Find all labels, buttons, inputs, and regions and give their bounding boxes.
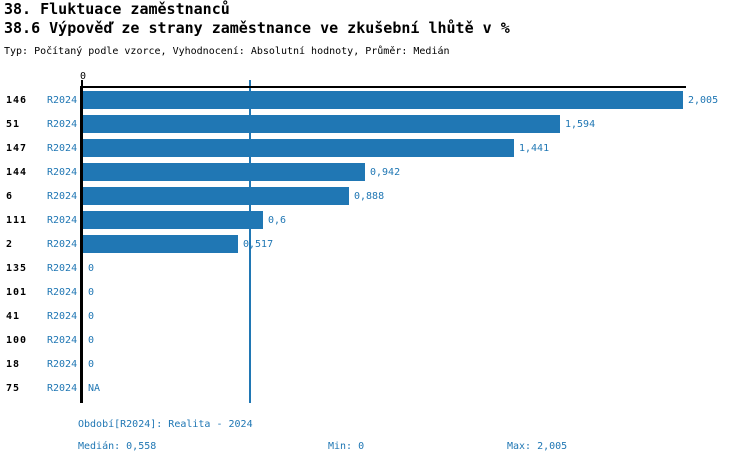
row-period-label: R2024	[47, 383, 78, 394]
bar-value-label: 0	[88, 335, 95, 346]
row-period-label: R2024	[47, 167, 78, 178]
row-id-label: 135	[6, 263, 28, 274]
row-period-label: R2024	[47, 359, 78, 370]
row-period-label: R2024	[47, 335, 78, 346]
row-period-label: R2024	[47, 143, 78, 154]
bar-value-label: 2,005	[688, 95, 719, 106]
bar	[83, 211, 263, 229]
row-period-label: R2024	[47, 287, 78, 298]
page-subtitle: 38.6 Výpověď ze strany zaměstnance ve zk…	[4, 19, 510, 37]
footer-median-label: Medián: 0,558	[78, 441, 157, 452]
bar-value-label: 0	[88, 359, 95, 370]
bar-value-label: 0,942	[370, 167, 401, 178]
bar-value-label: 0,6	[268, 215, 287, 226]
bar	[83, 139, 514, 157]
row-period-label: R2024	[47, 263, 78, 274]
median-reference-line	[249, 80, 251, 403]
x-axis-line	[80, 86, 686, 88]
page-title: 38. Fluktuace zaměstnanců	[4, 0, 230, 18]
footer-period-label: Období[R2024]: Realita - 2024	[78, 419, 253, 430]
bar-value-label: 1,441	[519, 143, 550, 154]
row-id-label: 147	[6, 143, 28, 154]
bar	[83, 187, 349, 205]
row-period-label: R2024	[47, 311, 78, 322]
bar-value-label: 0,888	[354, 191, 385, 202]
row-id-label: 2	[6, 239, 14, 250]
row-id-label: 111	[6, 215, 28, 226]
row-period-label: R2024	[47, 191, 78, 202]
x-axis-zero-tick-label: 0	[79, 71, 87, 82]
bar-value-label: 1,594	[565, 119, 596, 130]
bar-value-label: NA	[88, 383, 101, 394]
row-id-label: 146	[6, 95, 28, 106]
x-axis-zero-tick-mark	[81, 80, 83, 86]
bar	[83, 235, 238, 253]
row-id-label: 100	[6, 335, 28, 346]
row-id-label: 144	[6, 167, 28, 178]
row-id-label: 51	[6, 119, 21, 130]
footer-max-label: Max: 2,005	[507, 441, 568, 452]
footer-min-label: Min: 0	[328, 441, 365, 452]
y-axis-line	[80, 86, 83, 403]
row-period-label: R2024	[47, 95, 78, 106]
row-period-label: R2024	[47, 215, 78, 226]
bar-value-label: 0	[88, 311, 95, 322]
row-period-label: R2024	[47, 119, 78, 130]
row-id-label: 18	[6, 359, 21, 370]
bar	[83, 91, 683, 109]
bar-value-label: 0	[88, 287, 95, 298]
row-id-label: 41	[6, 311, 21, 322]
bar	[83, 163, 365, 181]
row-id-label: 6	[6, 191, 14, 202]
bar-value-label: 0	[88, 263, 95, 274]
row-id-label: 101	[6, 287, 28, 298]
bar	[83, 115, 560, 133]
row-period-label: R2024	[47, 239, 78, 250]
row-id-label: 75	[6, 383, 21, 394]
bar-value-label: 0,517	[243, 239, 274, 250]
chart-meta-line: Typ: Počítaný podle vzorce, Vyhodnocení:…	[4, 46, 450, 57]
